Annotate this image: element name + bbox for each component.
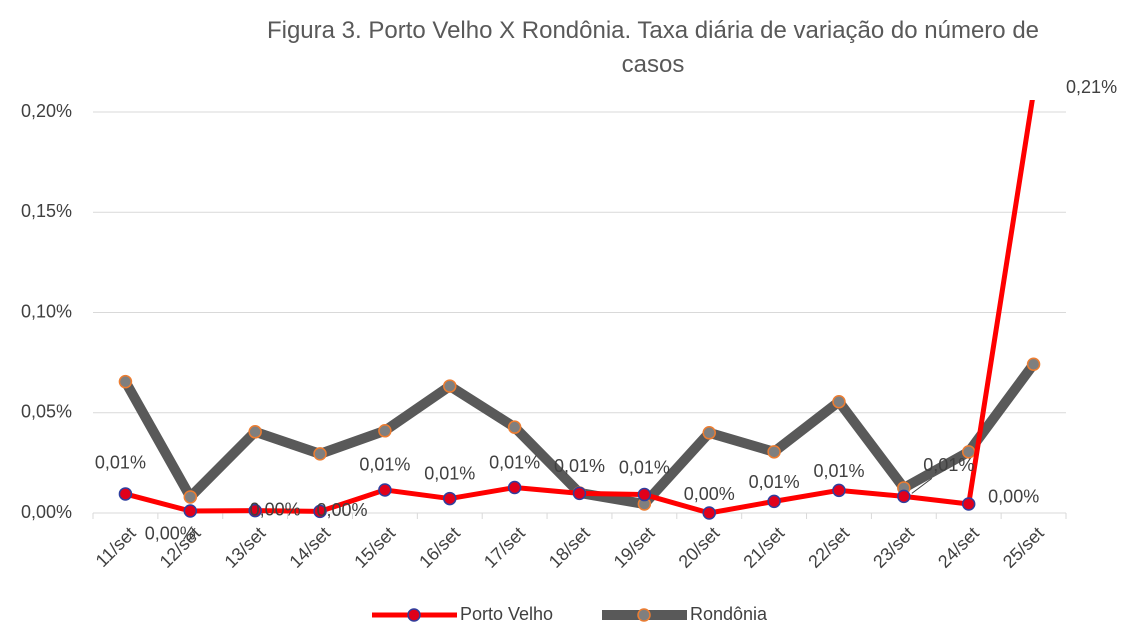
marker <box>183 504 198 518</box>
y-tick-label: 0,15% <box>21 201 72 221</box>
data-label: 0,01% <box>489 452 540 472</box>
x-tick-label: 11/set <box>92 523 140 571</box>
y-tick-label: 0,00% <box>21 502 72 522</box>
legend-marker <box>407 608 421 622</box>
y-tick-label: 0,05% <box>21 402 72 422</box>
x-tick-label: 18/set <box>545 523 594 572</box>
marker <box>443 379 457 393</box>
series-line <box>121 361 1038 509</box>
x-tick-label: 23/set <box>869 523 918 572</box>
y-tick-label: 0,20% <box>21 101 72 121</box>
data-label: 0,00% <box>145 524 196 544</box>
marker <box>1026 357 1041 371</box>
marker <box>443 491 457 506</box>
marker <box>248 503 262 518</box>
data-label: 0,00% <box>684 484 735 504</box>
x-tick-label: 17/set <box>480 523 529 572</box>
data-label: 0,00% <box>317 500 368 520</box>
leader-line <box>911 477 933 494</box>
x-tick-label: 20/set <box>675 523 724 572</box>
marker <box>378 424 392 438</box>
x-tick-label: 25/set <box>999 523 1048 572</box>
marker <box>313 504 327 519</box>
legend-label: Porto Velho <box>460 604 553 624</box>
marker <box>507 480 522 495</box>
marker <box>767 445 781 459</box>
data-label: 0,01% <box>923 455 974 475</box>
marker <box>702 426 716 440</box>
marker <box>832 483 846 498</box>
data-label: 0,01% <box>359 455 410 475</box>
marker <box>572 486 587 501</box>
marker <box>1028 86 1040 98</box>
chart-title: Figura 3. Porto Velho X Rondônia. Taxa d… <box>266 17 1040 78</box>
marker <box>832 394 846 409</box>
x-tick-label: 19/set <box>610 523 659 572</box>
series-line <box>124 100 1035 516</box>
x-tick-label: 15/set <box>350 523 399 572</box>
marker <box>897 489 911 504</box>
marker <box>637 487 652 502</box>
data-label: 0,01% <box>619 457 670 477</box>
marker <box>248 425 262 439</box>
x-tick-label: 14/set <box>285 523 334 572</box>
marker <box>767 494 781 509</box>
marker <box>118 374 133 389</box>
marker <box>378 483 392 497</box>
data-label: 0,01% <box>424 463 475 483</box>
data-label: 0,01% <box>554 456 605 476</box>
x-tick-label: 24/set <box>934 523 983 572</box>
data-label: 0,21% <box>1066 77 1117 97</box>
data-label: 0,01% <box>749 472 800 492</box>
data-label: 0,00% <box>250 499 301 519</box>
data-label: 0,01% <box>95 453 146 473</box>
marker <box>118 487 133 501</box>
data-label: 0,01% <box>813 461 864 481</box>
x-tick-label: 13/set <box>221 523 270 572</box>
x-tick-label: 22/set <box>804 523 853 572</box>
marker <box>961 497 976 511</box>
x-tick-label: 21/set <box>739 523 788 572</box>
x-tick-label: 16/set <box>415 523 464 572</box>
marker <box>507 420 522 434</box>
plot <box>118 86 1041 520</box>
legend-marker <box>637 608 651 622</box>
marker <box>702 506 716 520</box>
y-tick-label: 0,10% <box>21 301 72 321</box>
legend-label: Rondônia <box>690 604 768 624</box>
marker <box>183 490 198 504</box>
marker <box>313 447 327 461</box>
data-label: 0,00% <box>988 487 1039 507</box>
